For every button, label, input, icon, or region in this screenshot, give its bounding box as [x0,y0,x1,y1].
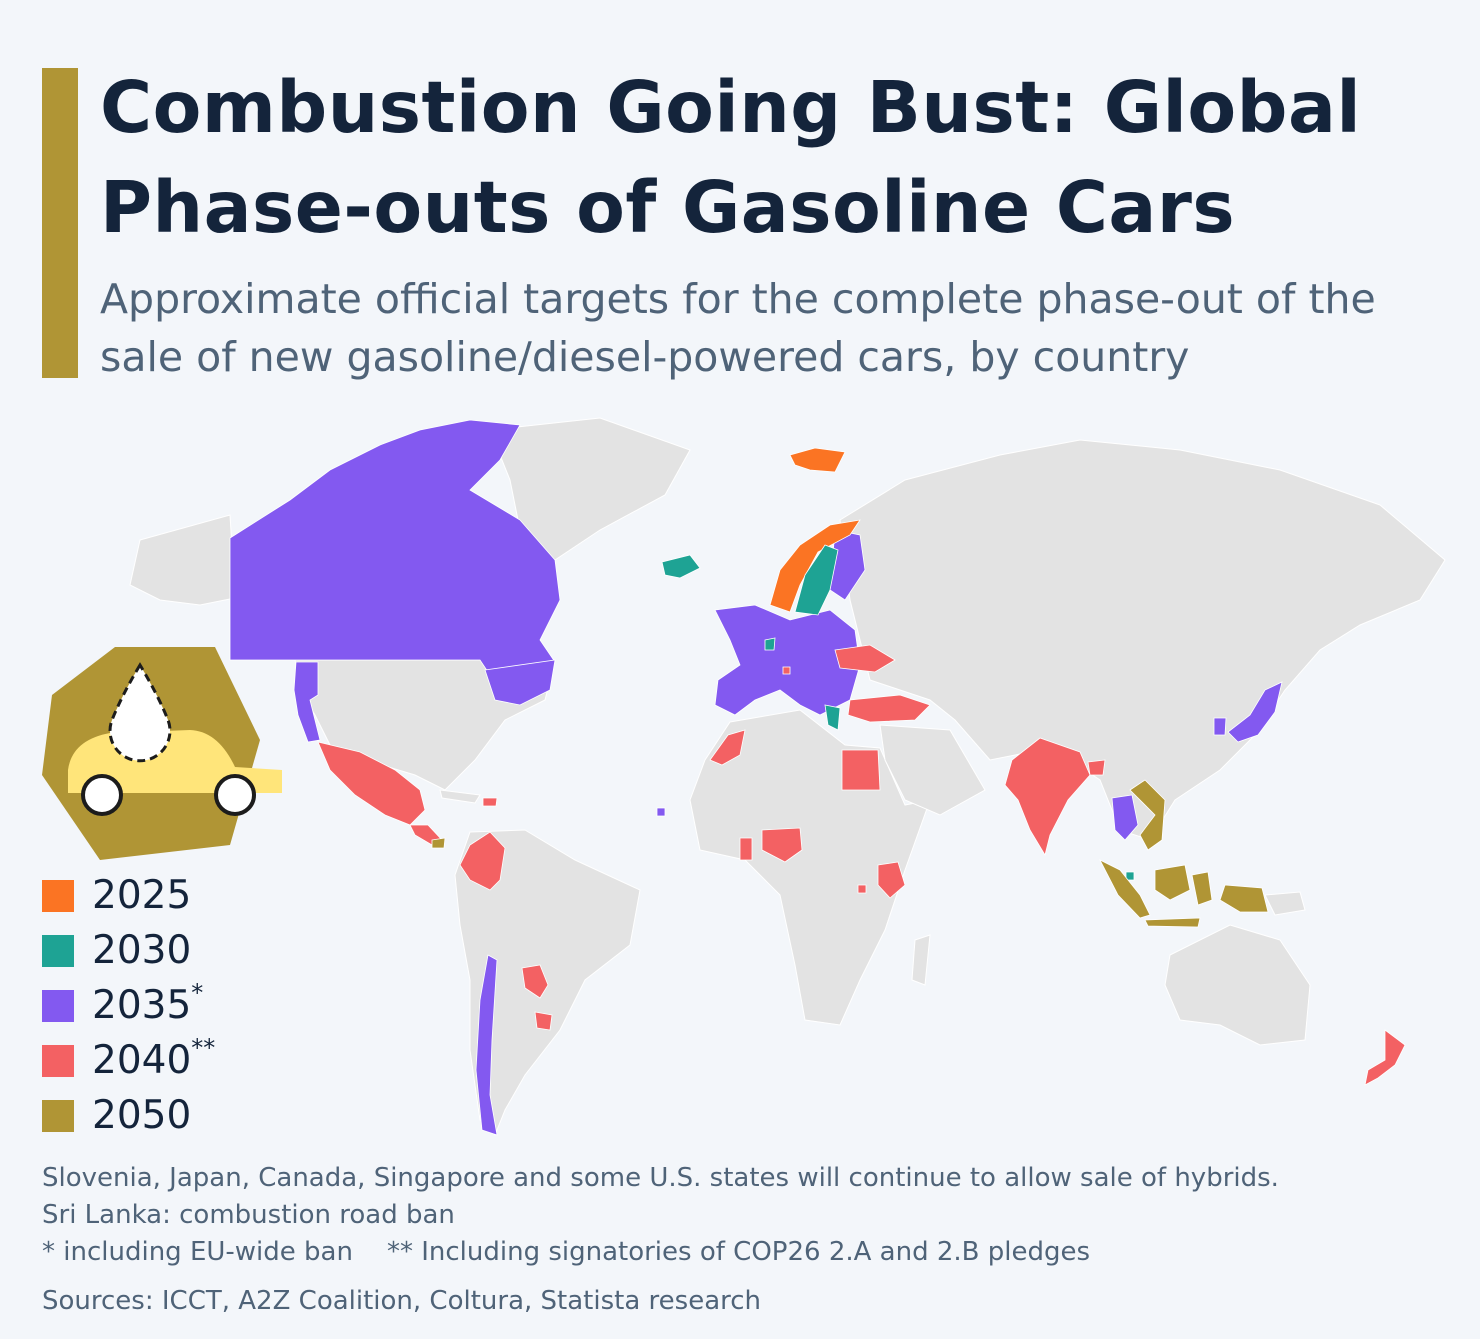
land-australia [1164,924,1311,1046]
land-arabia [879,724,986,816]
region-ghana [739,837,753,861]
region-thailand [1111,794,1139,841]
region-cabo-verde [656,807,666,817]
footnote-single: * including EU-wide ban [42,1237,353,1267]
region-panama [431,837,446,849]
region-indonesia-sumatra [1099,859,1151,919]
legend-label: 2050 [92,1093,192,1138]
legend-label: 2025 [92,873,192,918]
page-subtitle: Approximate official targets for the com… [100,275,1376,381]
region-rwanda [857,884,867,894]
land-eurasia [839,439,1446,841]
region-dominican [482,797,498,807]
land-caribbean [439,789,481,804]
region-netherlands [764,637,776,651]
legend-swatch [42,1044,74,1077]
legend-item-2030: 2030 [42,923,215,978]
accent-bar [42,68,78,378]
region-indonesia-borneo [1154,864,1191,901]
note-footnotes: * including EU-wide ban ** Including sign… [42,1234,1462,1271]
legend-swatch [42,1099,74,1132]
land-greenland [489,417,691,561]
note-sri-lanka: Sri Lanka: combustion road ban [42,1200,455,1230]
region-us-east-states [484,659,556,706]
region-india [1004,737,1091,857]
fuel-drop-icon [108,662,172,763]
legend-item-2035: 2035* [42,978,215,1033]
region-norway [769,519,861,613]
region-colombia [459,831,506,891]
car-wheel-rear [214,774,256,816]
footnotes: Slovenia, Japan, Canada, Singapore and s… [42,1160,1462,1320]
legend-label: 2030 [92,928,192,973]
region-kenya [877,861,906,899]
land-south-america [454,829,641,1136]
legend-item-2040: 2040** [42,1033,215,1088]
legend-item-2050: 2050 [42,1088,215,1143]
land-alaska [129,514,236,606]
region-vietnam [1129,779,1166,851]
region-japan-west [1213,717,1227,736]
region-us-west-states [293,661,321,743]
region-new-zealand [1364,1029,1406,1086]
car-with-fuel-drop-icon [42,647,282,860]
region-mexico [317,741,426,826]
car-wheel-front [81,774,123,816]
sources: Sources: ICCT, A2Z Coalition, Coltura, S… [42,1286,762,1316]
region-greece [824,704,841,731]
world-map [129,417,1446,1136]
region-uruguay [534,1011,553,1031]
legend-item-2025: 2025 [42,868,215,923]
legend: 2025 2030 2035* 2040** 2050 [42,868,215,1143]
region-bangladesh [1087,759,1106,776]
region-indonesia-java [1144,917,1201,928]
land-madagascar [911,934,931,986]
region-slovenia [782,666,791,675]
region-paraguay [521,964,549,999]
region-sweden [794,544,839,616]
region-ukraine [834,644,896,673]
land-papua [1264,891,1306,916]
legend-swatch [42,989,74,1022]
region-nigeria [761,827,803,863]
region-canada [229,419,561,691]
legend-swatch [42,879,74,912]
map-regions [229,419,1406,1136]
region-chile [475,954,498,1136]
region-egypt [841,749,881,791]
region-japan [1227,681,1283,743]
region-papua-indonesia [1219,884,1269,913]
region-svalbard [789,447,846,473]
region-turkey [847,694,931,723]
footnote-double: ** Including signatories of COP26 2.A an… [386,1237,1091,1267]
region-iceland [661,554,701,579]
region-indonesia-sulawesi [1191,871,1213,906]
page-title: Combustion Going Bust: Global Phase-outs… [100,66,1362,249]
legend-label: 2040** [92,1034,216,1083]
region-morocco [709,729,746,766]
legend-swatch [42,934,74,967]
note-hybrids: Slovenia, Japan, Canada, Singapore and s… [42,1163,1279,1193]
legend-label: 2035* [92,979,204,1028]
